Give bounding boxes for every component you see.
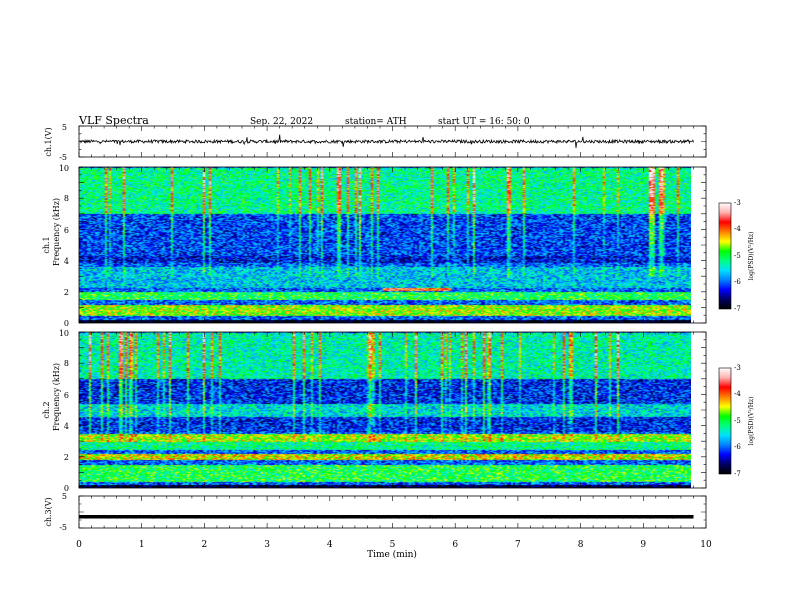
ch1-ytick: 5 [62, 123, 67, 132]
ch2-freq-tick: 2 [64, 453, 69, 462]
ch1-cb-tick: -5 [734, 252, 741, 260]
ch2-colorbar-label: log(PSD)(V²/Hz) [748, 397, 755, 446]
ch3-ylabel: ch.3(V) [44, 497, 53, 526]
time-tick-label: 5 [390, 540, 396, 550]
ch2-spec-ylabel-channel: ch.2 [42, 401, 51, 418]
ch3-ytick: 5 [62, 492, 67, 501]
panel-ticks [78, 125, 707, 529]
ch1-colorbar-gradient [719, 203, 731, 309]
ch2-cb-tick: -6 [734, 443, 741, 451]
ch2-colorbar: -3 -4 -5 -6 -7 log(PSD)(V²/Hz) [718, 364, 755, 478]
ch2-spec-ylabel-freq: Frequency (kHz) [52, 363, 61, 431]
ch1-spec-ylabel-channel: ch.1 [42, 236, 51, 253]
ch1-trace [78, 134, 694, 149]
time-axis-label: Time (min) [367, 549, 417, 560]
ch2-freq-tick: 10 [59, 329, 69, 338]
ch2-colorbar-gradient [719, 368, 731, 474]
time-tick-label: 8 [578, 540, 584, 550]
ch1-spectrogram-panel: 0 2 4 6 8 10 ch.1 Frequency (kHz) [42, 164, 707, 328]
ch2-cb-tick: -4 [734, 390, 741, 398]
ch2-freq-tick: 8 [64, 359, 69, 368]
ch1-cb-tick: -6 [734, 278, 741, 286]
ch1-colorbar: -3 -4 -5 -6 -7 log(PSD)(V²/Hz) [718, 199, 755, 313]
ch1-colorbar-frame [718, 202, 732, 310]
ch2-spectrogram-panel: 0 2 4 6 8 10 ch.2 Frequency (kHz) [42, 329, 707, 493]
ch1-freq-tick: 4 [64, 257, 69, 266]
ch1-cb-tick: -4 [734, 225, 741, 233]
ch2-spectrogram [79, 332, 691, 488]
time-tick-label: 10 [700, 540, 712, 550]
ch3-ytick: -5 [59, 523, 67, 532]
time-tick-label: 1 [139, 540, 145, 550]
ch2-cb-tick: -7 [734, 470, 741, 478]
ch1-ytick: -5 [59, 153, 67, 162]
tick-marks [78, 125, 707, 529]
start-time-label: start UT = 16: 50: 0 [438, 117, 530, 127]
ch1-freq-tick: 10 [59, 164, 69, 173]
ch1-spectrogram [79, 167, 691, 323]
ch2-colorbar-frame [718, 367, 732, 475]
ch1-ylabel: ch.1(V) [44, 127, 53, 156]
ch1-panel: 5 -5 ch.1(V) [44, 123, 707, 162]
ch2-freq-tick: 0 [64, 484, 69, 493]
ch3-panel: 5 -5 ch.3(V) [44, 492, 707, 532]
ch2-freq-tick: 4 [64, 422, 69, 431]
figure-title: VLF Spectra [78, 114, 149, 127]
ch2-cb-tick: -3 [734, 364, 741, 372]
ch1-freq-tick: 2 [64, 288, 69, 297]
ch2-freq-tick: 6 [64, 391, 69, 400]
ch2-cb-tick: -5 [734, 417, 741, 425]
ch1-spec-ylabel-freq: Frequency (kHz) [52, 198, 61, 266]
time-tick-label: 4 [327, 540, 333, 550]
ch1-colorbar-label: log(PSD)(V²/Hz) [748, 232, 755, 281]
ch1-cb-tick: -7 [734, 305, 741, 313]
time-tick-label: 9 [640, 540, 646, 550]
time-tick-label: 3 [264, 540, 270, 550]
date-label: Sep. 22, 2022 [250, 117, 313, 127]
ch1-freq-tick: 0 [64, 319, 69, 328]
ch1-freq-tick: 6 [64, 226, 69, 235]
time-tick-label: 7 [515, 540, 521, 550]
station-label: station= ATH [345, 117, 407, 127]
time-axis: 0 1 2 3 4 5 6 7 8 9 10 [76, 540, 712, 550]
ch1-cb-tick: -3 [734, 199, 741, 207]
ch1-freq-tick: 8 [64, 194, 69, 203]
time-tick-label: 2 [202, 540, 208, 550]
time-tick-label: 0 [76, 540, 82, 550]
ch1-spec-yticks: 0 2 4 6 8 10 [59, 164, 69, 328]
time-tick-label: 6 [452, 540, 458, 550]
